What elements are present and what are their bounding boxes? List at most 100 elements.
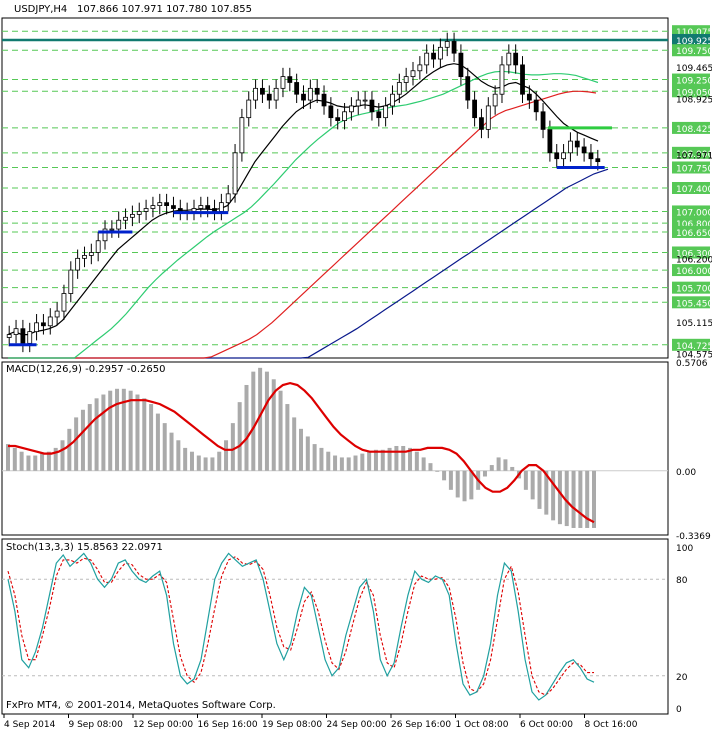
macd-histogram-bar bbox=[442, 470, 447, 481]
candle-body bbox=[82, 255, 87, 259]
price-tick-label: 107.400 bbox=[676, 185, 712, 195]
macd-histogram-bar bbox=[339, 457, 344, 471]
candle-body bbox=[116, 219, 122, 230]
candle-body bbox=[123, 216, 128, 221]
macd-histogram-bar bbox=[462, 470, 467, 502]
candle-body bbox=[492, 93, 498, 107]
macd-histogram-bar bbox=[142, 398, 147, 471]
time-tick-label: 9 Sep 08:00 bbox=[69, 720, 124, 730]
macd-tick-label: -0.3369 bbox=[676, 532, 711, 542]
candle-body bbox=[595, 158, 601, 163]
macd-histogram-bar bbox=[489, 465, 494, 471]
candle-body bbox=[390, 93, 395, 107]
candle-body bbox=[574, 140, 580, 148]
candle-body bbox=[588, 152, 594, 160]
macd-histogram-bar bbox=[74, 417, 79, 471]
macd-histogram-bar bbox=[380, 449, 385, 471]
macd-histogram-bar bbox=[428, 463, 433, 471]
candle-body bbox=[540, 111, 546, 130]
macd-histogram-bar bbox=[251, 371, 256, 471]
candlesticks bbox=[6, 32, 601, 353]
macd-histogram-bar bbox=[230, 423, 235, 471]
macd-histogram-bar bbox=[353, 455, 358, 471]
candle-body bbox=[212, 208, 217, 212]
stoch-tick-label: 80 bbox=[676, 576, 688, 586]
candle-body bbox=[547, 128, 553, 154]
macd-histogram-bar bbox=[578, 470, 583, 528]
macd-histogram-bar bbox=[469, 470, 474, 500]
macd-histogram-bar bbox=[292, 417, 297, 471]
sma-slow-line bbox=[8, 90, 597, 359]
candle-body bbox=[102, 228, 108, 242]
candle-body bbox=[191, 208, 197, 212]
macd-histogram-bar bbox=[101, 394, 106, 471]
candle-body bbox=[451, 41, 457, 54]
price-tick-label: 109.050 bbox=[676, 88, 712, 98]
macd-histogram-bar bbox=[510, 466, 515, 471]
macd-histogram-bar bbox=[326, 451, 331, 471]
candle-body bbox=[143, 208, 149, 212]
time-axis: 4 Sep 2014 9 Sep 08:00 12 Sep 00:00 16 Sep … bbox=[3, 714, 638, 730]
macd-histogram-bar bbox=[530, 470, 535, 500]
stoch-main-line bbox=[7, 552, 595, 701]
macd-histogram-bar bbox=[224, 440, 229, 471]
candle-body bbox=[581, 146, 587, 154]
macd-histogram-bar bbox=[60, 440, 65, 471]
price-level-tag bbox=[672, 338, 710, 351]
candle-body bbox=[561, 152, 566, 160]
macd-histogram-bar bbox=[564, 470, 569, 527]
macd-histogram-bar bbox=[482, 470, 487, 477]
time-tick-label: 16 Sep 16:00 bbox=[198, 720, 258, 730]
candle-body bbox=[506, 52, 512, 66]
candle-body bbox=[280, 76, 286, 89]
macd-histogram-bar bbox=[448, 470, 453, 490]
candle-body bbox=[273, 87, 279, 101]
macd-histogram-bar bbox=[19, 451, 24, 471]
price-level-tag bbox=[672, 85, 710, 98]
stoch-tick-label: 100 bbox=[676, 544, 693, 554]
candle-body bbox=[424, 52, 430, 66]
price-level-tag bbox=[672, 73, 710, 86]
price-tick-label: 109.925 bbox=[676, 37, 712, 47]
stoch-label: Stoch(13,3,3) 15.8563 22.0971 bbox=[6, 542, 163, 553]
price-tick-label: 109.465 bbox=[676, 64, 712, 74]
macd-histogram-bar bbox=[305, 436, 310, 471]
macd-histogram-bar bbox=[12, 447, 17, 471]
macd-histogram-bar bbox=[183, 447, 188, 471]
candle-body bbox=[321, 93, 327, 107]
candle-body bbox=[150, 205, 156, 209]
macd-label: MACD(12,26,9) -0.2957 -0.2650 bbox=[6, 364, 166, 375]
candle-body bbox=[294, 82, 300, 95]
candle-body bbox=[54, 310, 60, 318]
symbol-label: USDJPY,H4 bbox=[14, 4, 67, 15]
price-tick-label: 108.000 bbox=[676, 150, 712, 160]
macd-histogram-bar bbox=[544, 470, 549, 515]
macd-histogram-bar bbox=[87, 404, 92, 471]
macd-histogram-bar bbox=[115, 388, 120, 471]
candle-body bbox=[47, 316, 53, 327]
macd-histogram-bar bbox=[53, 447, 58, 471]
time-tick-label: 4 Sep 2014 bbox=[4, 720, 56, 730]
macd-tick-label: 0.5706 bbox=[676, 359, 708, 369]
time-tick-label: 8 Oct 16:00 bbox=[585, 720, 638, 730]
time-tick-label: 1 Oct 08:00 bbox=[456, 720, 509, 730]
macd-histogram-bar bbox=[435, 470, 440, 472]
candle-body bbox=[376, 111, 382, 119]
candle-body bbox=[95, 240, 101, 253]
candle-body bbox=[554, 152, 560, 160]
candle-body bbox=[465, 76, 471, 101]
candle-body bbox=[88, 252, 94, 256]
candle-body bbox=[239, 117, 245, 154]
price-level-tag bbox=[672, 225, 710, 238]
macd-histogram-bar bbox=[394, 445, 399, 471]
candle-body bbox=[13, 328, 19, 335]
macd-histogram-bar bbox=[258, 367, 263, 471]
candle-body bbox=[362, 99, 368, 102]
candle-body bbox=[485, 105, 491, 130]
price-tick-label: 108.425 bbox=[676, 125, 712, 135]
macd-histogram-bar bbox=[203, 457, 208, 471]
price-tick-label: 106.300 bbox=[676, 249, 712, 259]
copyright-label: FxPro MT4, © 2001-2014, MetaQuotes Softw… bbox=[6, 700, 276, 711]
